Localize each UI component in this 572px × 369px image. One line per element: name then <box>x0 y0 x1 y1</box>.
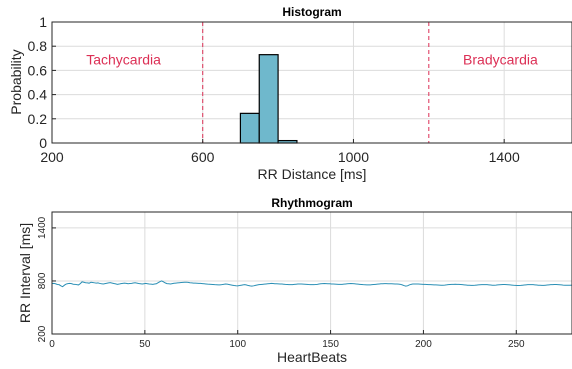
rhythmogram-title: Rhythmogram <box>271 196 352 210</box>
rhythmogram-y-tick-label: 1400 <box>37 216 48 239</box>
histogram-x-tick-label: 1000 <box>338 149 369 165</box>
rhythmogram-line <box>51 280 572 288</box>
histogram-plot-area <box>52 22 572 143</box>
histogram-x-tick-label: 600 <box>191 149 215 165</box>
histogram-thresholds: Tachycardia Bradycardia <box>86 22 538 143</box>
rhythmogram-x-tick-label: 250 <box>508 339 525 350</box>
histogram-y-tick-label: 0.6 <box>28 62 48 78</box>
histogram-y-tick-label: 1 <box>39 14 47 30</box>
rhythmogram-frame <box>51 211 572 335</box>
histogram-title: Histogram <box>282 5 341 19</box>
histogram-y-tick-label: 0.4 <box>28 87 48 103</box>
threshold-label: Bradycardia <box>463 52 538 68</box>
histogram-y-tick-label: 0.2 <box>28 111 48 127</box>
histogram-y-label: Probability <box>8 49 24 114</box>
rhythmogram-x-ticks: 0 50 100 150 200 250 <box>49 330 525 350</box>
rhythmogram-x-tick-label: 50 <box>139 339 151 350</box>
histogram-y-tick-label: 0 <box>39 135 47 151</box>
rhythmogram-x-label: HeartBeats <box>277 349 347 365</box>
rhythmogram-x-tick-label: 0 <box>49 339 55 350</box>
threshold-label: Tachycardia <box>86 52 161 68</box>
rhythmogram-y-tick-label: 800 <box>37 272 48 289</box>
rhythmogram-x-tick-label: 200 <box>415 339 432 350</box>
histogram-frame <box>51 21 572 144</box>
rhythmogram-y-ticks: 200 800 1400 <box>37 216 56 342</box>
rhythmogram-plot-area <box>52 212 572 334</box>
histogram-x-tick-label: 200 <box>40 149 64 165</box>
histogram-x-tick-label: 1400 <box>489 149 520 165</box>
histogram-y-ticks: 0 0.2 0.4 0.6 0.8 1 <box>28 14 56 151</box>
histogram-panel: Histogram Tachycardia Bradycardia 200 600 1… <box>8 5 572 182</box>
histogram-x-ticks: 200 600 1000 1400 <box>40 139 520 165</box>
histogram-y-tick-label: 0.8 <box>28 38 48 54</box>
histogram-bar <box>239 112 260 144</box>
histogram-x-label: RR Distance [ms] <box>258 166 367 182</box>
rhythmogram-y-tick-label: 200 <box>37 325 48 342</box>
rhythmogram-x-tick-label: 150 <box>322 339 339 350</box>
rhythmogram-x-tick-label: 100 <box>229 339 246 350</box>
rhythmogram-panel: Rhythmogram 0 50 100 150 200 250 200 800 1400 H… <box>17 196 572 365</box>
histogram-bar <box>258 54 279 144</box>
rhythmogram-y-label: RR Interval [ms] <box>17 223 33 323</box>
